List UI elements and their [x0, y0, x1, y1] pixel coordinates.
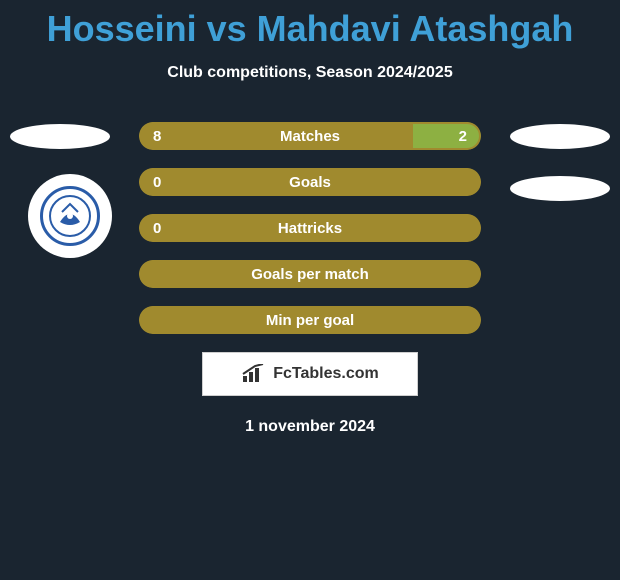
brand-chart-icon	[241, 364, 267, 384]
val-left-hattricks: 0	[153, 220, 161, 237]
page-title: Hosseini vs Mahdavi Atashgah	[0, 0, 620, 50]
stat-row-goals: 0 Goals	[0, 168, 620, 196]
label-matches: Matches	[280, 128, 340, 145]
bar-matches: 8 Matches 2	[139, 122, 481, 150]
val-left-matches: 8	[153, 128, 161, 145]
bar-right-matches	[413, 122, 481, 150]
stat-row-matches: 8 Matches 2	[0, 122, 620, 150]
date-text: 1 november 2024	[0, 418, 620, 436]
stat-row-mpg: Min per goal	[0, 306, 620, 334]
bar-left-matches	[139, 122, 413, 150]
label-gpm: Goals per match	[251, 266, 369, 283]
brand-text: FcTables.com	[273, 365, 379, 383]
label-mpg: Min per goal	[266, 312, 354, 329]
stat-row-gpm: Goals per match	[0, 260, 620, 288]
bar-gpm: Goals per match	[139, 260, 481, 288]
val-left-goals: 0	[153, 174, 161, 191]
label-goals: Goals	[289, 174, 331, 191]
val-right-matches: 2	[459, 128, 467, 145]
bar-hattricks: 0 Hattricks	[139, 214, 481, 242]
stats-section: 8 Matches 2 0 Goals 0 Hattricks Goals pe…	[0, 122, 620, 436]
bar-goals: 0 Goals	[139, 168, 481, 196]
subtitle: Club competitions, Season 2024/2025	[0, 64, 620, 82]
bar-mpg: Min per goal	[139, 306, 481, 334]
stat-row-hattricks: 0 Hattricks	[0, 214, 620, 242]
brand-box[interactable]: FcTables.com	[202, 352, 418, 396]
brand-inner: FcTables.com	[241, 364, 379, 384]
label-hattricks: Hattricks	[278, 220, 342, 237]
